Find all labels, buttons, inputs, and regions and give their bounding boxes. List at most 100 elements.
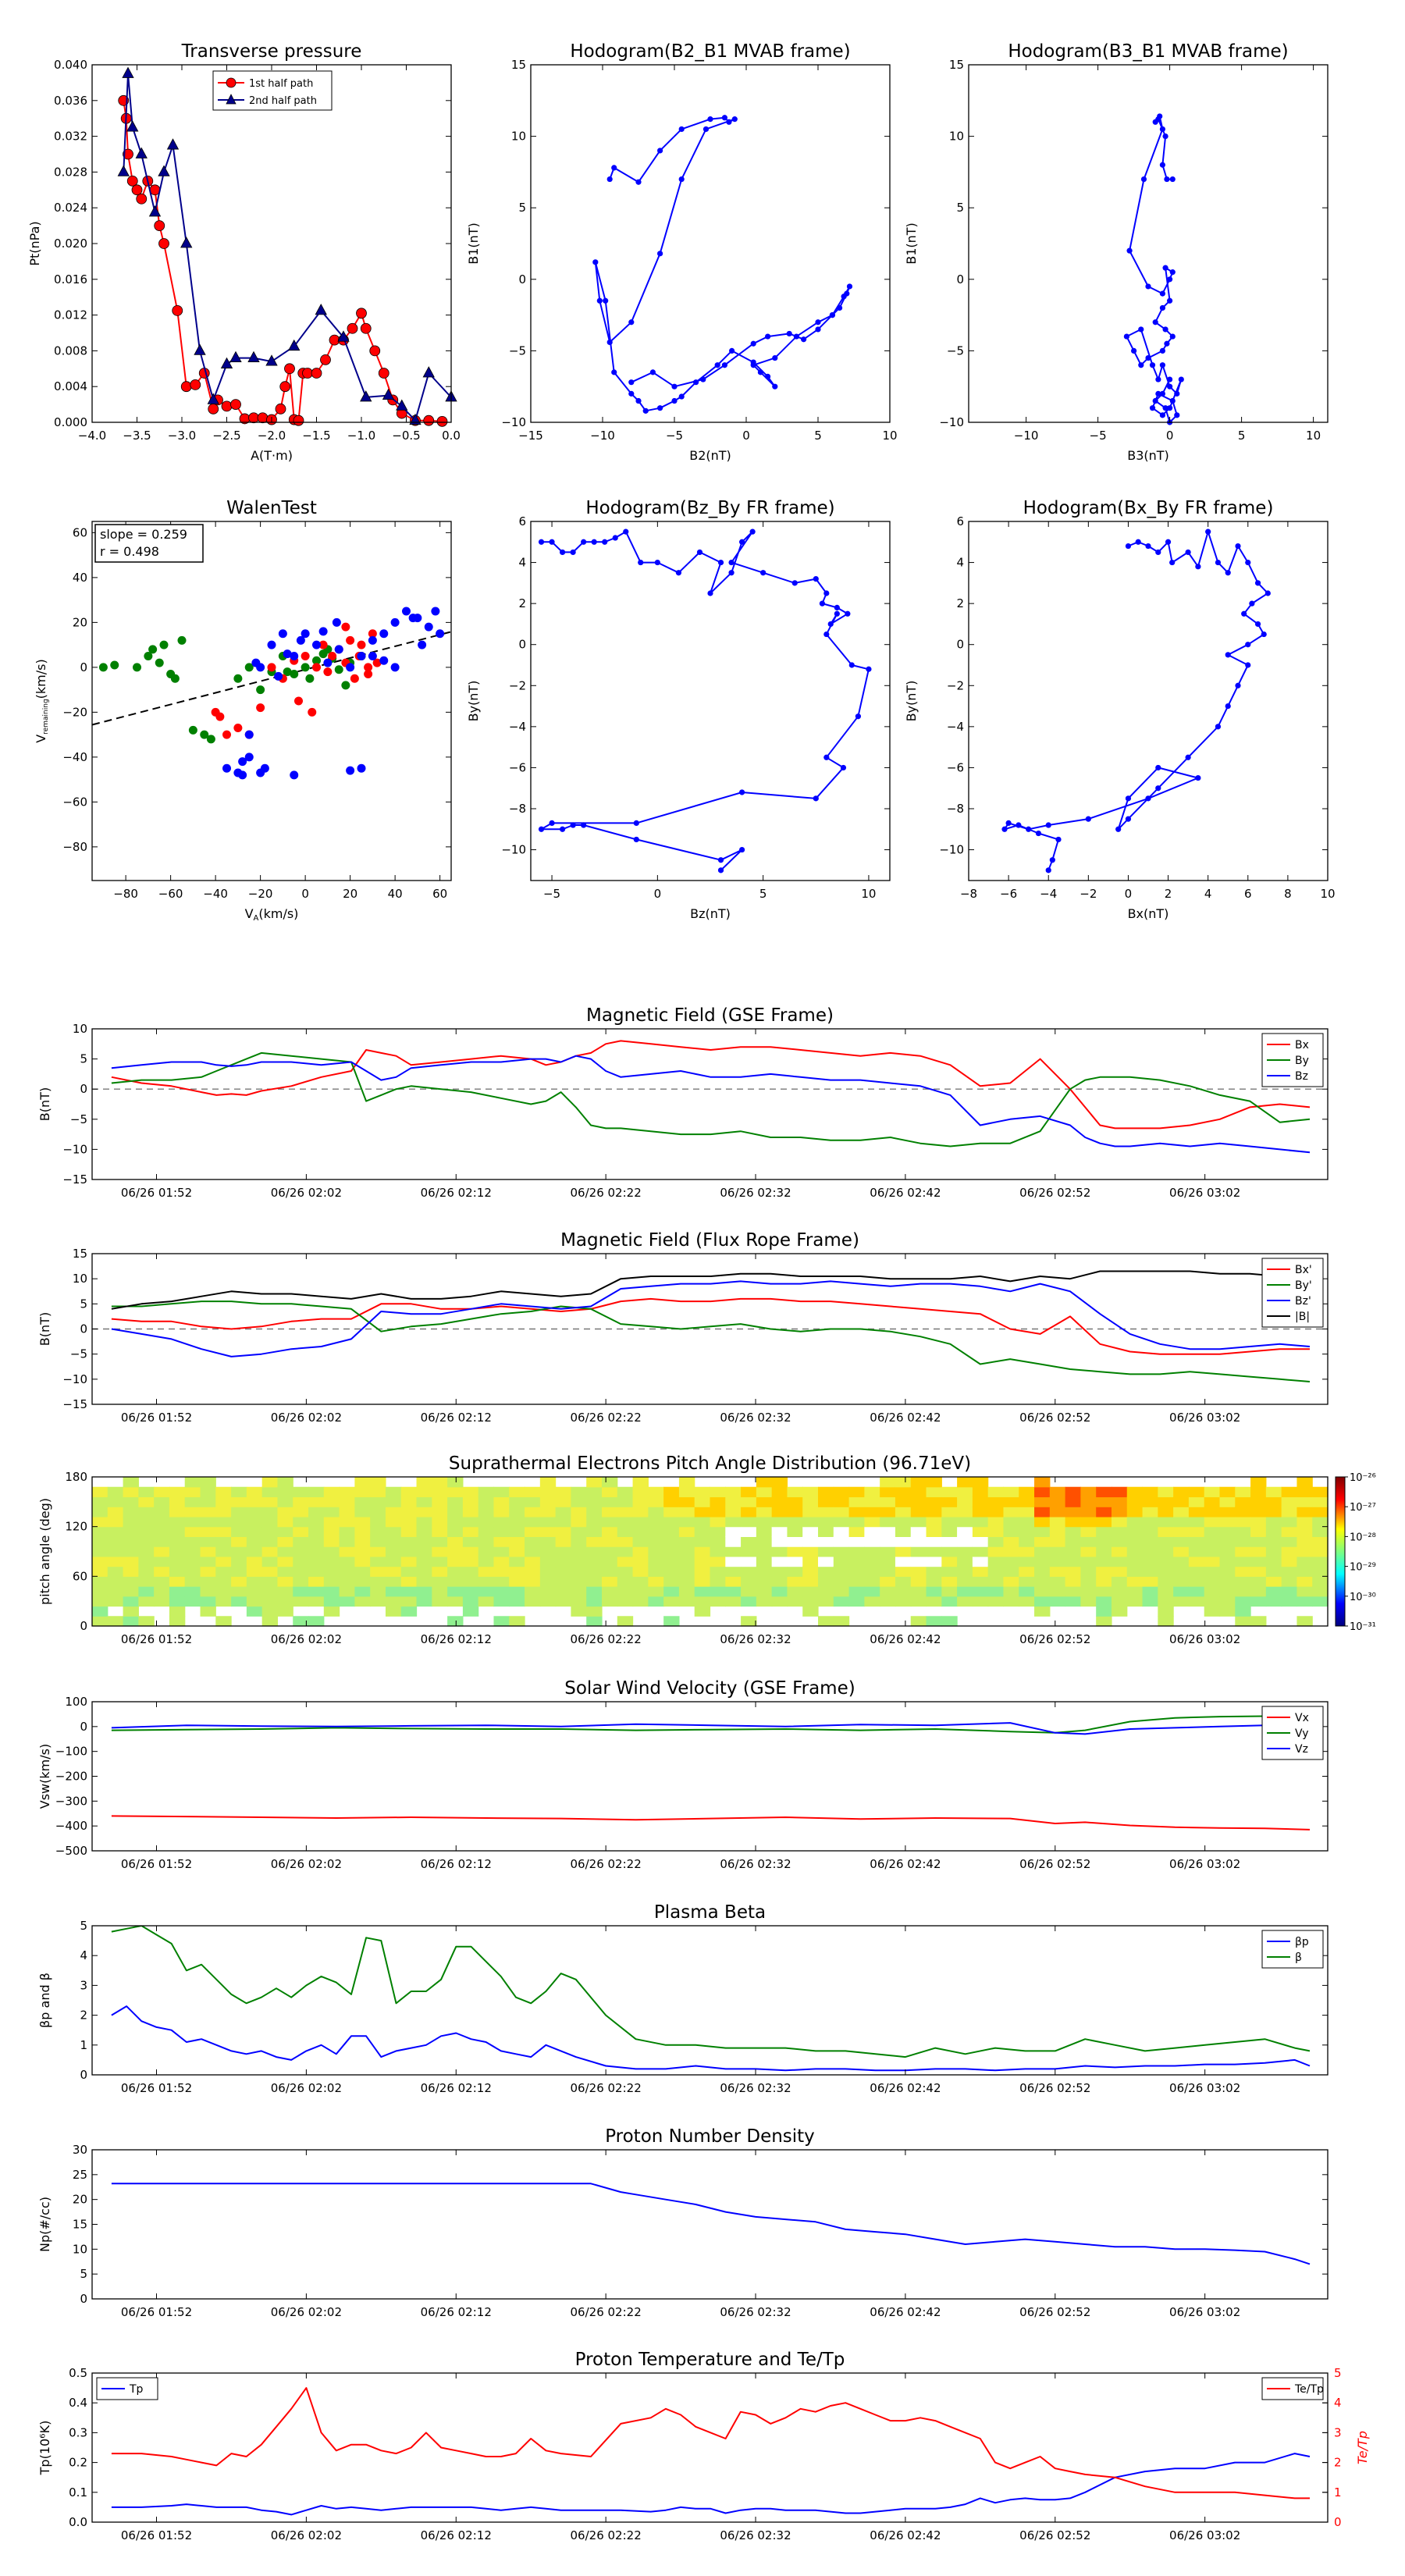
pad-cell [215,1536,232,1547]
np-ylabel: Np(#/cc) [37,2197,52,2252]
pad-cell [987,1526,1005,1537]
walen-ylabel-unit: (km/s) [34,659,48,699]
hodo4-ytick-label: −4 [947,720,964,734]
hodo3-chart: Hodogram(Bz_By FR frame)Bz(nT)By(nT)−10−… [466,498,891,921]
pad-cell [539,1486,557,1498]
pad-cell [1096,1526,1112,1537]
bfr-xtick-label: 06/26 02:52 [1019,1411,1090,1425]
pad-cell [571,1606,587,1617]
pad-cell [802,1516,819,1528]
pad-cell [1142,1536,1158,1547]
pad-cell [710,1486,726,1498]
hodo4-series-line [1004,531,1269,871]
tp-series-1st-half-path-point [369,345,381,357]
walen-point-green [188,725,197,735]
walen-point-red [222,730,231,739]
bgse-ytick-label: 10 [73,1022,87,1036]
pad-cell [184,1516,201,1528]
pad-cell [756,1586,773,1597]
pad-cell [601,1566,618,1577]
pad-cell [1188,1496,1205,1507]
pad-cell [1096,1566,1112,1577]
pad-cell [354,1566,371,1577]
hodo2-point [1123,333,1129,340]
pad-cell [926,1586,942,1597]
pad-cell [880,1596,896,1607]
tp-series-2nd-half-path-point [220,357,233,368]
pad-cell [1126,1586,1144,1597]
pad-cell [200,1556,216,1567]
temp-ytick-label: 0.0 [69,2515,87,2529]
pad-cell [323,1596,340,1607]
pad-cell [184,1556,201,1567]
pad-cell [1019,1566,1035,1577]
pad-cell [741,1516,757,1528]
hodo1-point [606,176,613,183]
vsw-xtick-label: 06/26 02:42 [870,1857,941,1871]
hodo3-point [749,528,756,535]
pad-cell [895,1556,912,1567]
pad-cell [957,1596,973,1607]
pad-cell [802,1486,819,1498]
pad-cell [1111,1507,1128,1517]
pad-cell [571,1596,587,1607]
tp-axes-frame [91,64,452,423]
hodo4-point [1225,570,1231,576]
pad-cell [169,1606,186,1617]
pad-cell [432,1566,448,1577]
pad-cell [447,1486,464,1498]
pad-cell [972,1507,989,1517]
hodo3-ytick-label: −6 [509,760,526,774]
pad-cell [169,1516,186,1528]
pad-cell [1235,1486,1251,1498]
pad-cell [1049,1526,1066,1537]
hodo3-point [813,795,819,802]
pad-cell [200,1526,216,1537]
pad-cell [1173,1536,1190,1547]
hodo1-point [772,383,778,390]
tp-series-1st-half-path-point [180,381,192,393]
hodo4-ytick-label: −8 [947,802,964,816]
hodo3-point [834,610,840,617]
hodo1-point [649,369,656,375]
pad-cell [138,1496,155,1507]
pad-cell [1281,1516,1298,1528]
pad-cell [848,1516,865,1528]
bgse-xtick-label: 06/26 02:42 [870,1186,941,1200]
pad-cell [694,1566,711,1577]
pad-cell [741,1507,757,1517]
pad-cell [215,1526,232,1537]
pad-cell [169,1496,186,1507]
pad-heatmap-cells [92,1477,1329,1627]
pad-cell [154,1496,170,1507]
pad-cell [138,1526,155,1537]
pad-cell [123,1596,139,1607]
tp-series-2nd-half-path-point [194,343,206,355]
pad-cell [1003,1486,1019,1498]
np-ytick-label: 30 [73,2143,87,2157]
pad-cell [1265,1566,1282,1577]
pad-cell [802,1566,819,1577]
pad-cell [555,1566,572,1577]
bgse-xtick-label: 06/26 02:12 [421,1186,492,1200]
walen-r-text: r = 0.498 [100,544,159,559]
pad-cell [339,1556,355,1567]
pad-cell [462,1546,479,1557]
walen-point-red [233,724,243,732]
walen-point-red [256,703,265,713]
beta-legend-label: βp [1295,1936,1309,1948]
pad-cell [447,1596,464,1607]
pad-cell [1250,1556,1267,1567]
hodo2-point [1126,247,1133,254]
pad-cell [478,1596,495,1607]
pad-cell [339,1536,355,1547]
pad-cell [1173,1556,1190,1567]
pad-cell [432,1486,448,1498]
pad-cell [385,1606,402,1617]
walen-point-blue [290,770,299,780]
bgse-xtick-label: 06/26 03:02 [1169,1186,1240,1200]
pad-cell [771,1526,788,1537]
pad-cell [957,1486,973,1498]
pad-cell [385,1566,402,1577]
